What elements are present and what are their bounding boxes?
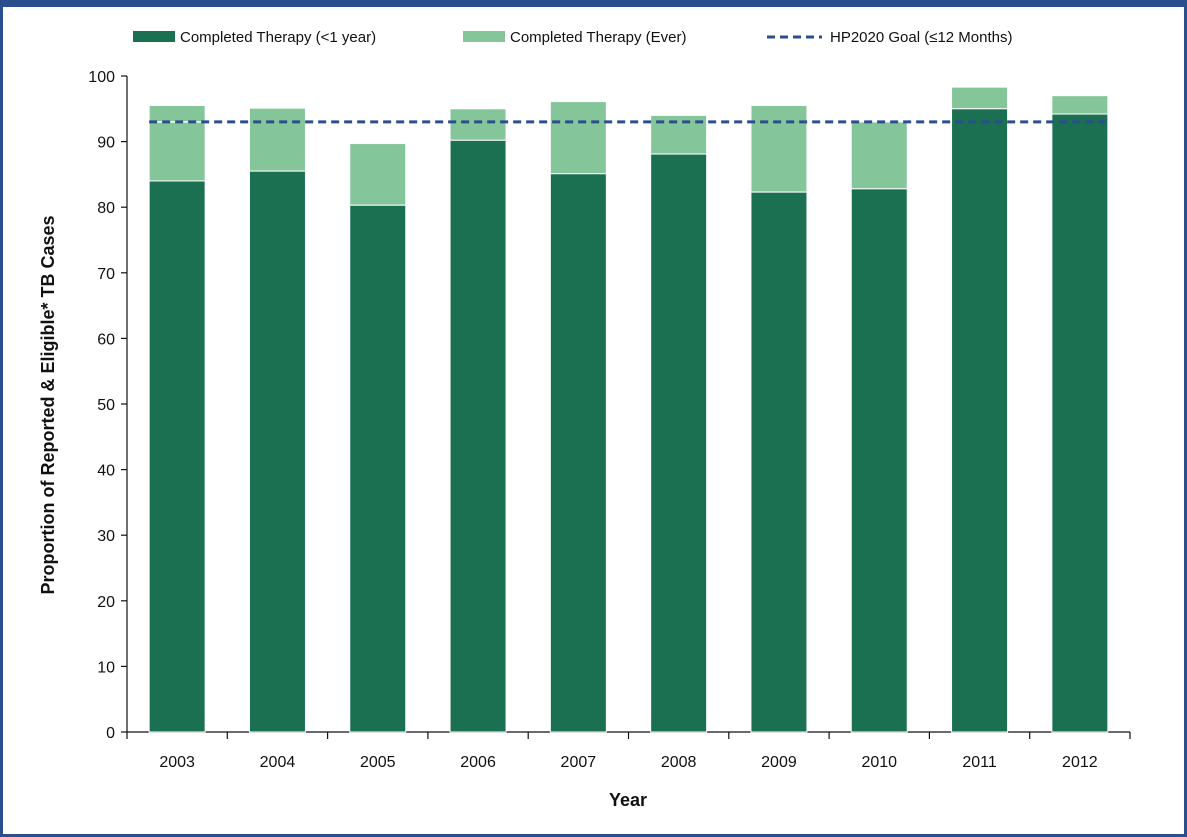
bar-completed-ever-2012 [1051, 95, 1109, 115]
y-axis: 0 10 20 30 40 50 60 70 80 90 100 [88, 69, 128, 742]
bar-completed-ever-2011 [951, 86, 1009, 110]
bar-completed-under-1yr-2006 [449, 139, 507, 733]
y-tick-label: 60 [97, 331, 115, 348]
bar-completed-under-1yr-2011 [951, 108, 1009, 733]
x-tick-label: 2008 [661, 754, 697, 771]
x-tick-label: 2006 [460, 754, 496, 771]
legend-label-series-1: Completed Therapy (<1 year) [180, 29, 376, 46]
legend: Completed Therapy (<1 year) Completed Th… [133, 29, 1013, 46]
y-tick-label: 10 [97, 659, 115, 676]
legend-label-series-2: Completed Therapy (Ever) [510, 29, 686, 46]
bar-completed-under-1yr-2003 [148, 180, 206, 733]
x-tick-label: 2004 [260, 754, 296, 771]
legend-label-goal-line: HP2020 Goal (≤12 Months) [830, 29, 1013, 46]
y-tick-label: 100 [88, 69, 115, 86]
bar-completed-ever-2004 [248, 107, 306, 172]
x-axis: 2003 2004 2005 2006 2007 2008 2009 2010 2011 2012 [126, 731, 1131, 771]
x-tick-label: 2009 [761, 754, 797, 771]
y-tick-label: 50 [97, 397, 115, 414]
y-tick-label: 90 [97, 135, 115, 152]
y-axis-title: Proportion of Reported & Eligible* TB Ca… [38, 215, 58, 594]
x-axis-title: Year [609, 790, 647, 810]
bar-completed-ever-2010 [850, 121, 908, 190]
legend-swatch-series-1 [133, 31, 175, 42]
bars [148, 86, 1109, 733]
bar-completed-ever-2009 [750, 105, 808, 193]
y-tick-label: 20 [97, 594, 115, 611]
x-tick-label: 2005 [360, 754, 396, 771]
bar-completed-ever-2005 [349, 143, 407, 206]
x-tick-label: 2003 [159, 754, 195, 771]
x-tick-label: 2011 [962, 754, 997, 771]
legend-swatch-series-2 [463, 31, 505, 42]
x-tick-label: 2012 [1062, 754, 1098, 771]
x-tick-label: 2007 [561, 754, 597, 771]
bar-completed-under-1yr-2009 [750, 191, 808, 733]
bar-completed-ever-2007 [549, 101, 607, 175]
bar-completed-under-1yr-2010 [850, 188, 908, 733]
bar-completed-under-1yr-2005 [349, 204, 407, 733]
y-tick-label: 30 [97, 528, 115, 545]
bar-completed-under-1yr-2008 [650, 153, 708, 733]
bar-completed-under-1yr-2007 [549, 173, 607, 733]
y-tick-label: 80 [97, 200, 115, 217]
x-tick-label: 2010 [861, 754, 897, 771]
bar-completed-ever-2006 [449, 108, 507, 141]
bar-completed-ever-2003 [148, 105, 206, 182]
bar-completed-under-1yr-2004 [248, 170, 306, 733]
y-tick-label: 70 [97, 266, 115, 283]
bar-completed-under-1yr-2012 [1051, 113, 1109, 733]
y-tick-label: 0 [106, 725, 115, 742]
y-tick-label: 40 [97, 463, 115, 480]
